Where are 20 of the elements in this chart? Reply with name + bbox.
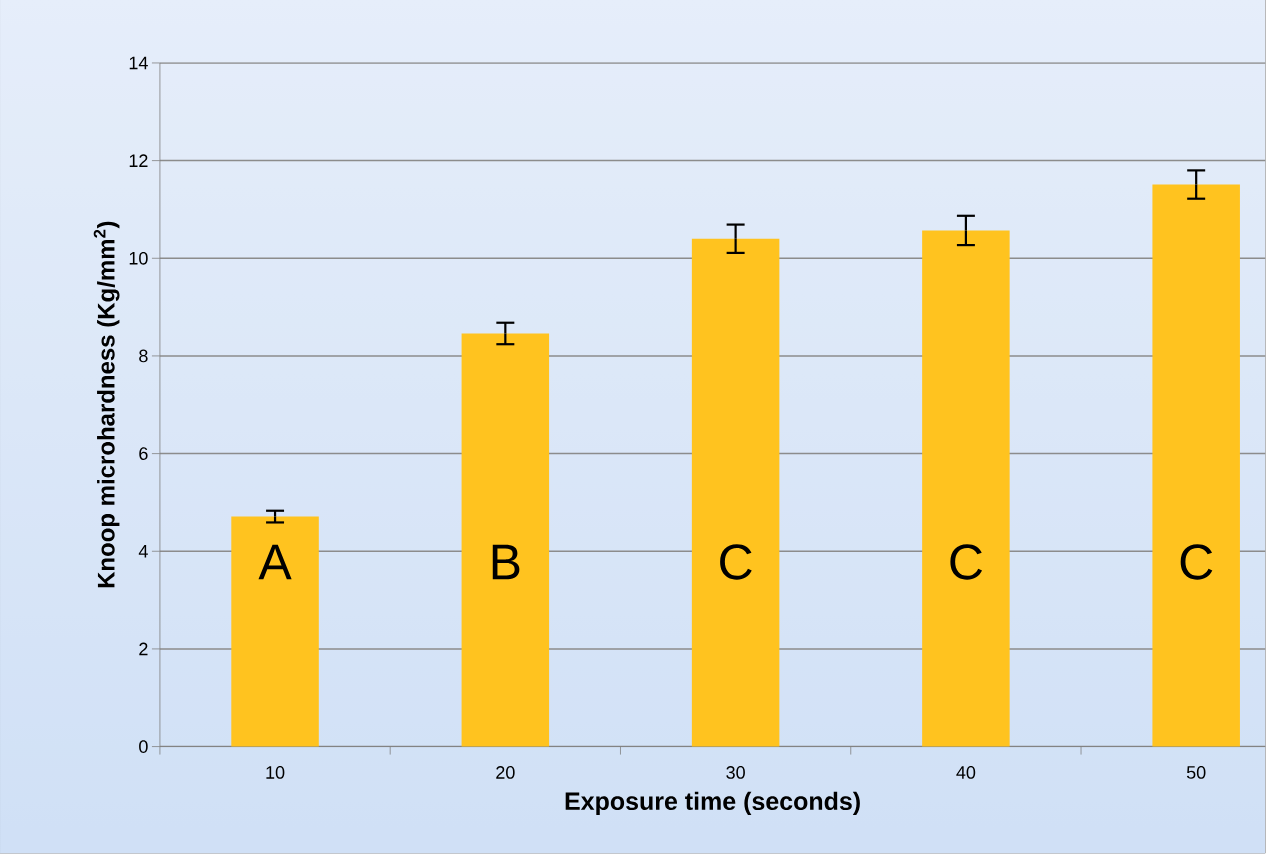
y-tick-label: 4 [138, 545, 148, 558]
y-tick-label: 6 [139, 447, 148, 461]
annotation: C [720, 544, 752, 580]
y-tick-label: 14 [129, 57, 148, 70]
annotation: C [950, 544, 983, 580]
x-tick-label: 50 [1186, 766, 1206, 780]
annotation: B [492, 545, 520, 580]
y-tick-label: 12 [129, 154, 148, 168]
y-tick-label: 8 [139, 349, 148, 363]
annotation: C [1180, 544, 1213, 580]
x-axis-title: Exposure time (seconds) [565, 791, 860, 816]
y-tick-label: 10 [129, 252, 148, 265]
x-tick-label: 40 [956, 766, 976, 780]
y-axis-title: Knoop microhardness (Kg/mm$^{2}$) [93, 222, 120, 588]
y-tick-label: 2 [139, 642, 148, 656]
x-tick-label: 10 [266, 766, 285, 780]
x-tick-label: 30 [726, 766, 745, 780]
y-tick-label: 0 [139, 740, 148, 754]
annotation: A [258, 545, 292, 580]
x-tick-label: 20 [496, 766, 515, 780]
